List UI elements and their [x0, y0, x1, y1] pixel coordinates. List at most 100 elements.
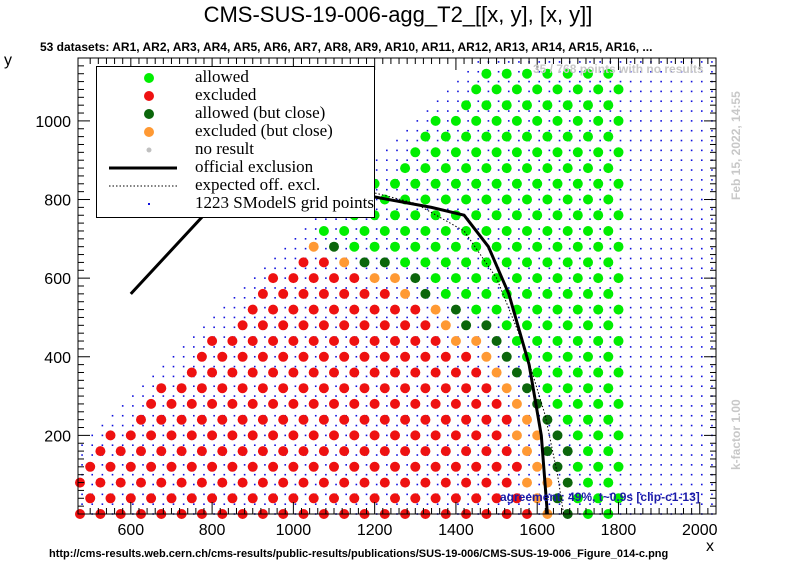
- point-allowed: [583, 194, 593, 205]
- grid-point: [670, 169, 673, 171]
- grid-point: [538, 110, 541, 112]
- grid-point: [182, 444, 185, 447]
- grid-point: [528, 336, 530, 338]
- grid-point: [629, 70, 632, 73]
- grid-point: [558, 365, 561, 368]
- grid-point: [497, 355, 500, 358]
- grid-point: [264, 306, 266, 309]
- grid-point: [558, 80, 561, 83]
- grid-point: [162, 365, 165, 368]
- grid-point: [487, 395, 490, 397]
- grid-point: [680, 70, 683, 73]
- grid-point: [325, 405, 327, 407]
- grid-point: [640, 444, 642, 447]
- grid-point: [446, 306, 449, 309]
- grid-point: [538, 483, 541, 486]
- point-allowed-close: [501, 351, 512, 362]
- grid-point: [233, 473, 236, 476]
- grid-point: [700, 464, 703, 466]
- grid-point: [457, 414, 459, 417]
- grid-point: [650, 375, 652, 378]
- grid-point: [640, 149, 642, 152]
- grid-point: [680, 61, 683, 63]
- grid-point: [386, 434, 388, 437]
- point-allowed: [532, 210, 543, 221]
- point-excluded: [318, 257, 329, 268]
- grid-point: [538, 355, 541, 358]
- grid-point: [426, 287, 429, 289]
- grid-point: [660, 444, 662, 447]
- grid-point: [457, 296, 459, 299]
- grid-point: [629, 454, 632, 456]
- grid-point: [497, 188, 500, 191]
- grid-point: [650, 90, 652, 93]
- grid-point: [335, 503, 337, 505]
- grid-point: [446, 267, 449, 270]
- grid-point: [507, 208, 510, 211]
- grid-point: [680, 90, 683, 93]
- grid-point: [406, 346, 408, 348]
- grid-point: [121, 405, 124, 407]
- grid-point: [477, 444, 480, 447]
- grid-point: [335, 483, 337, 486]
- point-excluded: [268, 493, 279, 504]
- grid-point: [680, 129, 683, 132]
- grid-point: [111, 503, 114, 505]
- grid-point: [355, 238, 358, 240]
- grid-point: [436, 503, 439, 505]
- grid-point: [264, 424, 266, 427]
- grid-point: [477, 503, 480, 505]
- grid-point: [568, 218, 571, 220]
- legend-symbol-grid-points: [148, 203, 150, 205]
- grid-point: [518, 365, 520, 368]
- grid-point: [660, 355, 662, 358]
- grid-point: [274, 326, 276, 329]
- grid-point: [670, 179, 673, 181]
- grid-point: [690, 414, 693, 417]
- grid-point: [589, 346, 591, 348]
- point-allowed: [613, 147, 624, 158]
- grid-point: [660, 424, 662, 427]
- grid-point: [335, 473, 337, 476]
- grid-point: [711, 483, 713, 486]
- grid-point: [182, 424, 185, 427]
- grid-point: [640, 405, 642, 407]
- grid-point: [355, 503, 358, 505]
- grid-point: [660, 385, 662, 388]
- grid-point: [528, 434, 530, 437]
- grid-point: [660, 326, 662, 329]
- grid-point: [233, 444, 236, 447]
- grid-point: [345, 267, 348, 270]
- point-excluded: [136, 414, 146, 425]
- grid-point: [487, 129, 490, 132]
- point-excluded: [278, 320, 289, 331]
- grid-point: [233, 385, 236, 388]
- grid-point: [619, 257, 622, 260]
- grid-point: [132, 483, 134, 486]
- grid-point: [518, 208, 520, 211]
- grid-point: [314, 218, 317, 220]
- legend-label: allowed (but close): [195, 103, 326, 122]
- grid-point: [345, 218, 348, 220]
- grid-point: [162, 405, 165, 407]
- point-excluded: [278, 351, 289, 362]
- grid-point: [711, 228, 713, 230]
- grid-point: [609, 405, 612, 407]
- grid-point: [406, 375, 408, 378]
- grid-point: [589, 110, 591, 112]
- point-excluded: [390, 461, 400, 472]
- grid-point: [518, 110, 520, 112]
- grid-point: [243, 336, 246, 338]
- grid-point: [182, 503, 185, 505]
- grid-point: [436, 228, 439, 230]
- grid-point: [233, 316, 236, 319]
- grid-point: [457, 355, 459, 358]
- point-allowed: [572, 336, 583, 346]
- grid-point: [548, 80, 551, 83]
- point-excluded: [400, 320, 411, 331]
- grid-point: [660, 179, 662, 181]
- grid-point: [579, 188, 581, 191]
- grid-point: [629, 188, 632, 191]
- point-excluded: [166, 398, 177, 409]
- grid-point: [375, 414, 378, 417]
